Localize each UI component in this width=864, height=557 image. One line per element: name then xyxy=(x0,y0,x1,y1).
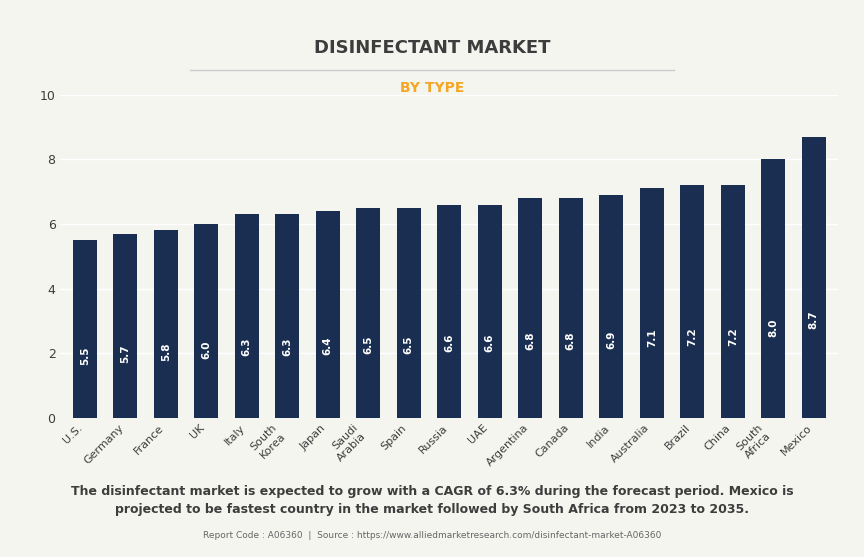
Text: DISINFECTANT MARKET: DISINFECTANT MARKET xyxy=(314,39,550,57)
Bar xyxy=(721,185,745,418)
Bar xyxy=(639,188,664,418)
Bar xyxy=(235,214,259,418)
Text: 6.8: 6.8 xyxy=(525,331,536,350)
Text: 6.8: 6.8 xyxy=(566,331,575,350)
Text: 6.6: 6.6 xyxy=(444,334,454,353)
Bar xyxy=(275,214,300,418)
Bar xyxy=(478,204,502,418)
Text: 6.0: 6.0 xyxy=(201,341,212,359)
Bar xyxy=(802,136,826,418)
Text: The disinfectant market is expected to grow with a CAGR of 6.3% during the forec: The disinfectant market is expected to g… xyxy=(71,485,793,516)
Bar xyxy=(356,208,380,418)
Text: 6.5: 6.5 xyxy=(363,335,373,354)
Text: 8.0: 8.0 xyxy=(768,318,778,336)
Bar xyxy=(680,185,704,418)
Bar xyxy=(73,240,97,418)
Text: 6.4: 6.4 xyxy=(323,336,333,355)
Bar xyxy=(559,198,583,418)
Text: 5.5: 5.5 xyxy=(79,346,90,365)
Text: Report Code : A06360  |  Source : https://www.alliedmarketresearch.com/disinfect: Report Code : A06360 | Source : https://… xyxy=(203,531,661,540)
Bar xyxy=(437,204,461,418)
Text: BY TYPE: BY TYPE xyxy=(400,81,464,95)
Bar xyxy=(113,233,137,418)
Text: 6.3: 6.3 xyxy=(242,338,251,356)
Text: 6.3: 6.3 xyxy=(283,338,292,356)
Bar xyxy=(154,231,178,418)
Bar xyxy=(518,198,543,418)
Bar xyxy=(599,195,624,418)
Text: 7.2: 7.2 xyxy=(687,327,697,346)
Bar xyxy=(194,224,219,418)
Bar xyxy=(761,159,785,418)
Text: 8.7: 8.7 xyxy=(809,310,819,329)
Text: 6.6: 6.6 xyxy=(485,334,495,353)
Bar xyxy=(315,211,340,418)
Text: 7.2: 7.2 xyxy=(727,327,738,346)
Text: 5.8: 5.8 xyxy=(161,343,171,361)
Text: 6.5: 6.5 xyxy=(403,335,414,354)
Text: 7.1: 7.1 xyxy=(647,328,657,347)
Text: 5.7: 5.7 xyxy=(120,344,130,363)
Bar xyxy=(397,208,421,418)
Text: 6.9: 6.9 xyxy=(607,330,616,349)
